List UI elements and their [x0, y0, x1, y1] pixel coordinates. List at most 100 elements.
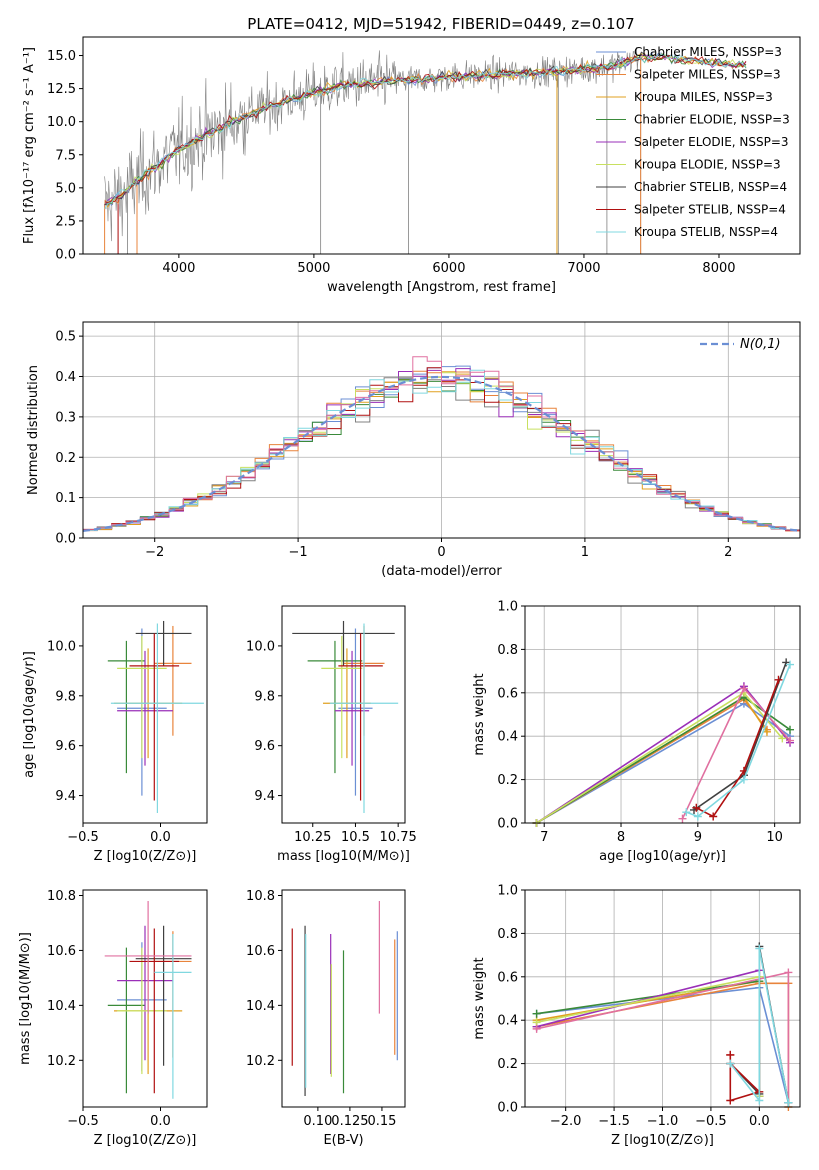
mass-weight-marker — [755, 1096, 764, 1105]
mass-weight-marker — [786, 736, 795, 745]
y-tick-label: 9.6 — [254, 739, 275, 754]
residual-histogram-step — [83, 356, 800, 531]
figure-title: PLATE=0412, MJD=51942, FIBERID=0449, z=0… — [247, 15, 634, 33]
axes-frame — [82, 605, 208, 824]
mass-weight-marker — [532, 1009, 541, 1018]
y-tick-label: 0.8 — [497, 643, 518, 658]
y-tick-label: 10.2 — [246, 1054, 275, 1069]
mass-weight-marker — [709, 812, 718, 821]
y-tick-label: 10.8 — [47, 889, 76, 904]
y-tick-label: 12.5 — [47, 82, 76, 97]
x-tick-label: −2 — [145, 545, 164, 560]
legend-label: Salpeter ELODIE, NSSP=3 — [634, 135, 789, 149]
y-tick-label: 10.6 — [47, 944, 76, 959]
age-vs-mass-panel: 10.25 10.5 10.75 9.4 9.6 9.8 10.0 mass [log10(M… — [246, 605, 417, 864]
x-tick-label: 5000 — [297, 261, 330, 276]
y-tick-label: 0.4 — [497, 1014, 518, 1029]
model-spectrum-line — [104, 53, 747, 204]
y-tick-label: 9.4 — [55, 789, 76, 804]
x-tick-label: 10.75 — [380, 830, 417, 845]
weight-vs-metallicity-panel: −2.0 −1.5 −1.0 −0.5 0.0 0.0 0.2 0.4 0.6 0.8 1.0 Z [… — [472, 884, 801, 1148]
x-tick-label: 10 — [766, 830, 783, 845]
legend-label: Salpeter MILES, NSSP=3 — [634, 68, 781, 82]
mass-weight-marker — [762, 727, 771, 736]
x-tick-label: 0.10 — [303, 1114, 332, 1129]
weight-vs-age-panel: 7 8 9 10 0.0 0.2 0.4 0.6 0.8 1.0 age [log10(age/yr… — [472, 600, 801, 864]
y-tick-label: 0.4 — [497, 730, 518, 745]
mass-weight-marker — [755, 944, 764, 953]
legend-label: Chabrier ELODIE, NSSP=3 — [634, 113, 790, 127]
y-axis-label: Normed distribution — [26, 365, 41, 495]
x-tick-label: 0.0 — [749, 1114, 770, 1129]
y-tick-label: 0.0 — [497, 1101, 518, 1116]
axes-frame — [281, 605, 406, 824]
y-tick-label: 0.6 — [497, 686, 518, 701]
y-tick-label: 7.5 — [55, 148, 76, 163]
x-tick-label: 7000 — [567, 261, 600, 276]
mass-weight-marker — [692, 803, 701, 812]
y-axis-label: mass weight — [472, 957, 487, 1039]
x-tick-label: 2 — [724, 545, 732, 560]
x-tick-label: 9 — [694, 830, 702, 845]
y-axis-label: age [log10(age/yr)] — [22, 651, 37, 778]
mass-weight-line — [686, 664, 791, 818]
y-tick-label: 1.0 — [497, 884, 518, 899]
x-tick-label: 10.5 — [341, 830, 370, 845]
y-tick-label: 10.0 — [246, 639, 275, 654]
mass-weight-marker — [774, 675, 783, 684]
y-tick-label: 2.5 — [55, 214, 76, 229]
mass-vs-metallicity-panel: −0.5 0.0 10.2 10.4 10.6 10.8 Z [log10(Z/Z⊙)] ma… — [18, 889, 208, 1148]
axes-frame — [82, 36, 801, 255]
x-axis-label: Z [log10(Z/Z⊙)] — [94, 1133, 197, 1148]
normal-distribution-curve — [83, 375, 800, 532]
mass-weight-marker — [693, 812, 702, 821]
y-axis-label: mass [log10(M/M⊙)] — [18, 932, 33, 1065]
x-tick-label: −1.5 — [598, 1114, 630, 1129]
x-tick-label: −2.0 — [550, 1114, 582, 1129]
y-tick-label: 10.4 — [246, 999, 275, 1014]
spectrum-panel: 4000 5000 6000 7000 8000 0.0 2.5 5.0 7.5 10.0 12.5… — [22, 36, 801, 295]
y-tick-label: 0.8 — [497, 927, 518, 942]
mass-weight-line — [729, 948, 790, 1103]
age-vs-metallicity-panel: −0.5 0.0 9.4 9.6 9.8 10.0 Z [log10(Z/Z⊙)] age [… — [22, 605, 208, 864]
y-tick-label: 10.0 — [47, 639, 76, 654]
y-tick-label: 0.6 — [497, 970, 518, 985]
axes-frame — [524, 605, 801, 824]
y-tick-label: 10.2 — [47, 1054, 76, 1069]
legend-label: Chabrier STELIB, NSSP=4 — [634, 180, 787, 194]
x-tick-label: −0.5 — [695, 1114, 727, 1129]
axes-frame — [524, 889, 801, 1108]
mass-weight-marker — [784, 1098, 793, 1107]
model-spectrum-line — [104, 53, 747, 209]
x-axis-label: Z [log10(Z/Z⊙)] — [94, 849, 197, 864]
y-tick-label: 9.8 — [254, 689, 275, 704]
y-tick-label: 0.2 — [55, 451, 76, 466]
y-tick-label: 10.4 — [47, 999, 76, 1014]
mass-weight-marker — [532, 1024, 541, 1033]
x-axis-label: age [log10(age/yr)] — [599, 849, 726, 864]
axes-frame — [82, 321, 801, 539]
mass-weight-marker — [682, 808, 691, 817]
model-spectrum-line — [104, 51, 747, 206]
mass-weight-marker — [778, 734, 787, 743]
legend-label: Kroupa ELODIE, NSSP=3 — [634, 158, 781, 172]
x-axis-label: E(B-V) — [323, 1133, 363, 1148]
axes-frame — [82, 889, 208, 1108]
x-tick-label: 8000 — [702, 261, 735, 276]
mass-weight-line — [536, 698, 768, 823]
axes-frame — [281, 889, 406, 1108]
x-tick-label: 6000 — [432, 261, 465, 276]
y-tick-label: 0.1 — [55, 491, 76, 506]
y-tick-label: 15.0 — [47, 49, 76, 64]
mass-weight-line — [729, 1054, 761, 1102]
mass-weight-marker — [739, 684, 748, 693]
y-tick-label: 0.2 — [497, 1057, 518, 1072]
x-axis-label: (data-model)/error — [381, 564, 502, 579]
y-tick-label: 10.6 — [246, 944, 275, 959]
x-axis-label: mass [log10(M/M⊙)] — [277, 849, 410, 864]
y-tick-label: 0.4 — [55, 370, 76, 385]
legend-label: N(0,1) — [740, 337, 781, 352]
y-tick-label: 9.6 — [55, 739, 76, 754]
